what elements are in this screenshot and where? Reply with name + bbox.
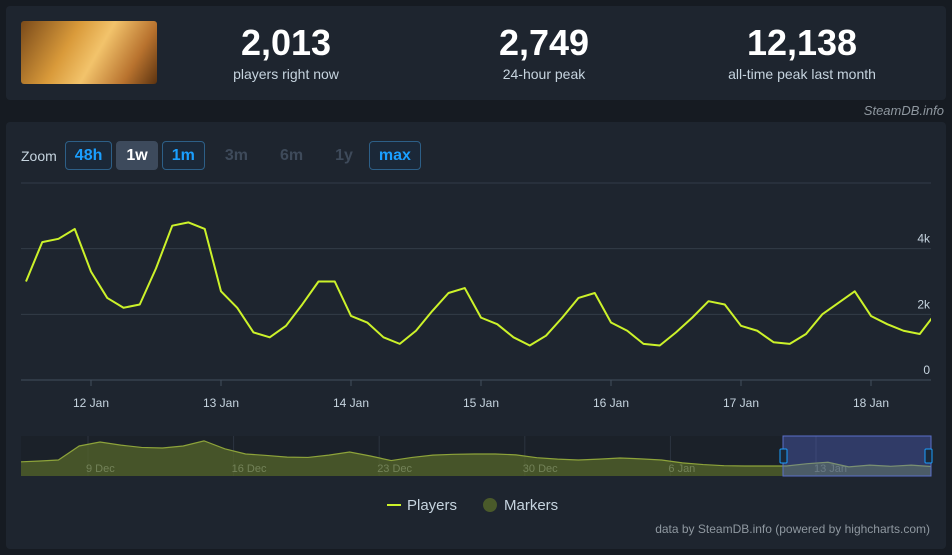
zoom-button: 6m: [279, 147, 304, 164]
legend-label: Players: [407, 497, 457, 514]
x-tick-label: 15 Jan: [463, 396, 499, 410]
stat: 2,013 players right now: [166, 22, 406, 82]
legend-symbol: [483, 498, 497, 512]
navigator-area: [21, 440, 931, 476]
stats-panel: [6, 6, 946, 100]
zoom-button[interactable]: 1m: [161, 141, 205, 170]
x-tick-label: 13 Jan: [203, 396, 239, 410]
zoom-button: 3m: [224, 147, 248, 164]
legend-item[interactable]: Players: [387, 497, 457, 514]
zoom-button[interactable]: 48h: [64, 141, 113, 170]
zoom-label: Zoom: [21, 147, 57, 164]
game-image: [21, 21, 157, 84]
navigator-line: [21, 440, 931, 468]
line-series: [25, 221, 931, 347]
chart-panel: [6, 122, 946, 549]
x-tick-label: 12 Jan: [73, 396, 109, 410]
navigator-handle[interactable]: [779, 448, 788, 464]
stat-value: 2,749: [498, 22, 590, 63]
stat-label: all-time peak last month: [728, 66, 876, 82]
zoom-bar: Zoom 48h 1w 1m 3m 6m 1y max: [21, 141, 425, 170]
credit: data by SteamDB.info (powered by highcha…: [655, 522, 930, 536]
source: SteamDB.info: [863, 103, 944, 118]
zoom-button: 1y: [335, 147, 353, 164]
x-tick-label: 16 Jan: [593, 396, 629, 410]
stat: 12,138 all-time peak last month: [682, 22, 922, 82]
x-tick-label: 18 Jan: [853, 396, 889, 410]
x-tick-label: 17 Jan: [723, 396, 759, 410]
y-tick-label: 4k: [917, 232, 931, 246]
stat-value: 12,138: [746, 22, 858, 63]
legend-item[interactable]: Markers: [483, 497, 558, 514]
y-tick-label: 0: [923, 363, 930, 377]
legend-label: Markers: [504, 497, 558, 514]
stat-label: players right now: [233, 66, 339, 82]
stat: 2,749 24-hour peak: [424, 22, 664, 82]
zoom-button[interactable]: max: [368, 141, 421, 170]
y-tick-label: 2k: [917, 297, 931, 311]
x-tick-label: 14 Jan: [333, 396, 369, 410]
stat-value: 2,013: [240, 22, 332, 63]
navigator-selection: [782, 435, 932, 477]
zoom-button[interactable]: 1w: [116, 141, 158, 170]
navigator-handle[interactable]: [924, 448, 933, 464]
stat-label: 24-hour peak: [502, 66, 586, 82]
